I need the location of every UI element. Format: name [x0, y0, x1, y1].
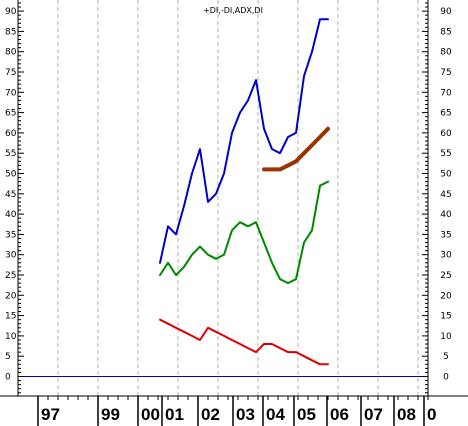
right-y-tick-label: 60: [440, 129, 452, 139]
left-y-tick-label: 55: [5, 149, 16, 159]
x-tick-label: 01: [165, 405, 184, 424]
series-line: [159, 18, 329, 264]
chart-title: +DI,-DI,ADX,DI: [203, 6, 263, 15]
left-y-tick-label: 60: [5, 129, 17, 139]
left-y-tick-label: 85: [5, 27, 16, 37]
left-y-tick-label: 15: [5, 312, 16, 322]
left-y-tick-label: 45: [5, 190, 16, 200]
x-tick-label: 02: [201, 405, 220, 424]
x-tick-label: 06: [330, 405, 349, 424]
x-tick-label: 0: [427, 405, 436, 424]
left-y-tick-label: 35: [5, 230, 16, 240]
series-line: [159, 180, 329, 285]
right-y-axis: 0 5 10 15 20 25 30 35 40 45 50 55 60 65 70 75 80 85 90: [422, 2, 452, 394]
left-y-tick-label: 50: [5, 170, 17, 180]
x-tick-label: 03: [236, 405, 255, 424]
series-3: [262, 126, 330, 172]
x-tick-label: 04: [266, 405, 285, 424]
x-axis: 97 99 00 01 02 03 04 05 06 07 08 0: [37, 396, 436, 426]
x-tick-label: 99: [101, 405, 120, 424]
right-y-tick-label: 90: [440, 7, 452, 17]
series-line: [159, 318, 329, 366]
left-y-tick-label: 20: [5, 291, 17, 301]
right-y-tick-label: 80: [440, 48, 452, 58]
vertical-grid: [57, 0, 419, 396]
right-y-tick-label: 30: [440, 251, 452, 261]
left-y-tick-label: 10: [5, 332, 17, 342]
x-tick-label: 08: [397, 405, 416, 424]
right-y-tick-label: 45: [440, 190, 451, 200]
series-1: [159, 180, 329, 285]
right-y-tick-label: 40: [440, 210, 452, 220]
x-tick-label: 05: [297, 405, 316, 424]
left-y-tick-label: 25: [5, 271, 16, 281]
right-y-tick-label: 65: [440, 109, 451, 119]
right-y-tick-label: 0: [443, 373, 449, 383]
right-y-tick-label: 75: [440, 68, 451, 78]
series-2: [159, 318, 329, 366]
left-y-tick-label: 5: [5, 352, 11, 362]
right-y-tick-label: 35: [440, 230, 451, 240]
right-y-tick-label: 15: [440, 312, 451, 322]
right-y-tick-label: 25: [440, 271, 451, 281]
left-y-tick-label: 30: [5, 251, 17, 261]
right-y-tick-label: 5: [443, 352, 449, 362]
left-y-axis: 0 5 10 15 20 25 30 35 40 45 50 55 60 65 70 75 80 85 90: [5, 2, 24, 394]
right-y-tick-label: 20: [440, 291, 452, 301]
series-0: [159, 18, 329, 264]
right-y-tick-label: 10: [440, 332, 452, 342]
x-tick-label: 00: [141, 405, 160, 424]
right-y-tick-label: 50: [440, 170, 452, 180]
left-y-tick-label: 65: [5, 109, 16, 119]
left-y-tick-label: 90: [5, 7, 17, 17]
x-tick-label: 07: [364, 405, 383, 424]
left-y-tick-label: 0: [5, 373, 11, 383]
series-layer: [159, 18, 330, 366]
left-y-tick-label: 70: [5, 88, 17, 98]
right-y-tick-label: 70: [440, 88, 452, 98]
right-y-tick-label: 55: [440, 149, 451, 159]
left-y-tick-label: 40: [5, 210, 17, 220]
left-y-tick-label: 80: [5, 48, 17, 58]
left-y-tick-label: 75: [5, 68, 16, 78]
x-tick-label: 97: [41, 405, 60, 424]
right-y-tick-label: 85: [440, 27, 451, 37]
